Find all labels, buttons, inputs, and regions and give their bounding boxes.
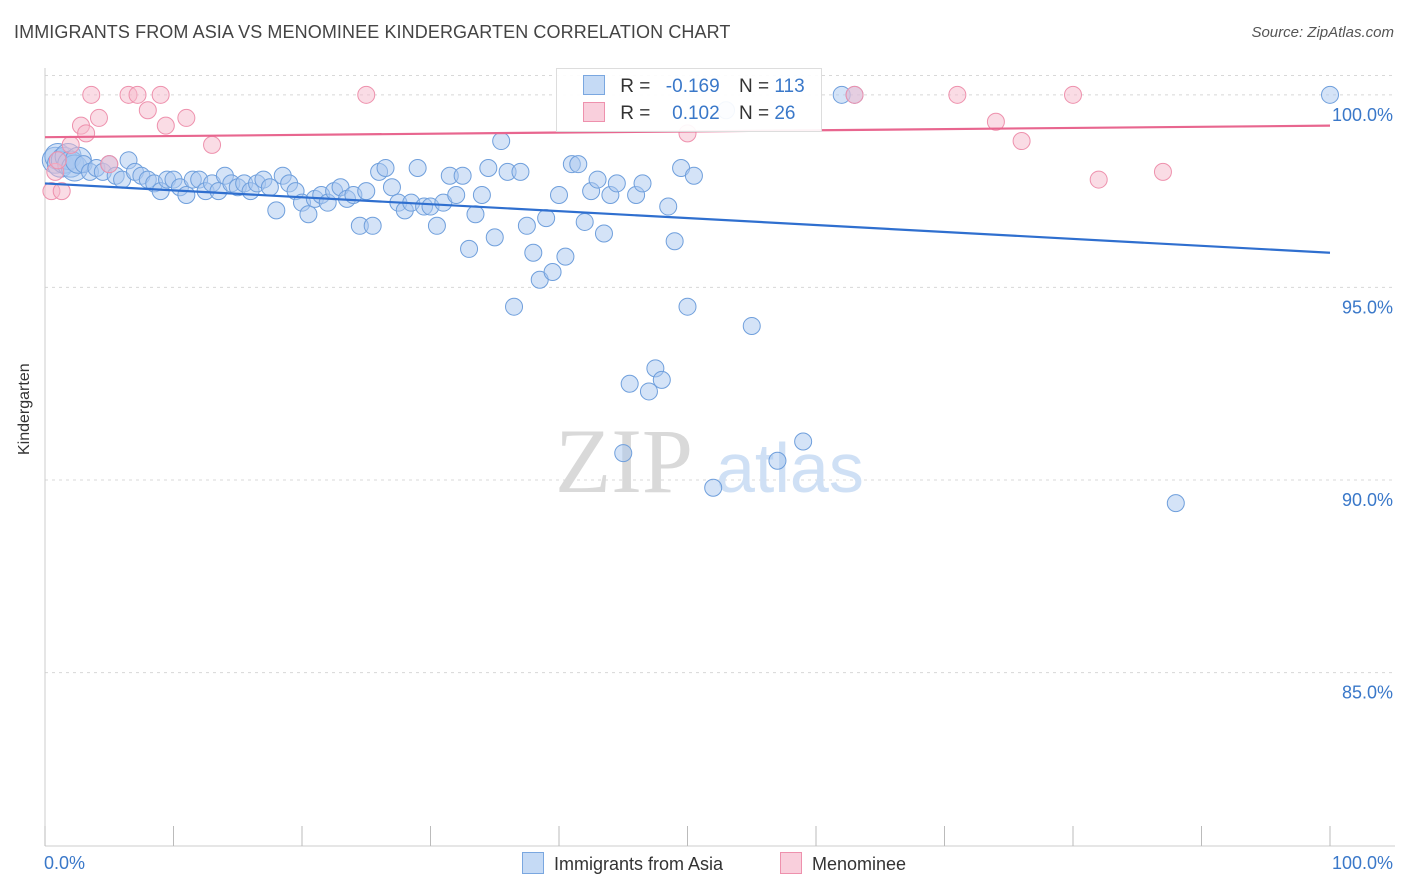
asia-point-53	[363, 216, 382, 235]
asia-point-66	[447, 185, 466, 204]
grid-lines	[45, 75, 1395, 674]
asia-point-89	[594, 224, 613, 243]
legend-swatch-asia	[583, 75, 605, 95]
y-axis-label: Kindergarten	[16, 363, 33, 455]
legend-r-value-asia: -0.169	[665, 76, 720, 97]
data-points	[41, 85, 1339, 513]
asia-point-83	[556, 247, 575, 266]
asia-point-112	[1321, 85, 1339, 104]
asia-point-86	[575, 212, 594, 231]
menominee-point-8	[89, 108, 108, 127]
asia-point-92	[614, 444, 633, 463]
y-tick-label-3: 85.0%	[1342, 683, 1393, 703]
bottom-legend-menominee: Menominee	[780, 852, 906, 875]
asia-point-75	[505, 297, 524, 316]
asia-point-56	[382, 178, 401, 197]
asia-point-67	[453, 166, 472, 185]
asia-point-91	[607, 174, 626, 193]
asia-point-52	[357, 182, 376, 201]
asia-point-104	[704, 478, 723, 497]
asia-point-108	[794, 432, 813, 451]
asia-point-60	[408, 159, 427, 178]
chart-title: IMMIGRANTS FROM ASIA VS MENOMINEE KINDER…	[14, 22, 731, 42]
asia-point-85	[569, 155, 588, 174]
menominee-point-24	[1089, 170, 1108, 189]
menominee-point-6	[77, 124, 96, 143]
menominee-point-13	[151, 85, 170, 104]
legend-n-value-asia: 113	[774, 76, 805, 97]
asia-point-106	[742, 316, 761, 335]
asia-point-80	[537, 209, 556, 228]
y-tick-label-0: 100.0%	[1332, 105, 1393, 125]
menominee-point-7	[82, 85, 101, 104]
asia-point-100	[665, 232, 684, 251]
bottom-legend-swatch-asia	[522, 852, 544, 874]
menominee-point-16	[203, 135, 222, 154]
menominee-point-12	[138, 101, 157, 120]
legend-row-asia: R = -0.169 N = 113	[583, 75, 805, 97]
y-tick-label-2: 90.0%	[1342, 490, 1393, 510]
asia-point-72	[485, 228, 504, 247]
menominee-point-21	[986, 112, 1005, 131]
bottom-legend-asia: Immigrants from Asia	[522, 852, 723, 875]
asia-point-73	[492, 132, 511, 151]
bottom-legend-swatch-menominee	[780, 852, 802, 874]
menominee-point-2	[48, 151, 67, 170]
menominee-point-3	[52, 182, 71, 201]
asia-point-107	[768, 451, 787, 470]
axes	[44, 68, 1395, 847]
asia-point-63	[427, 216, 446, 235]
stats-legend: R = -0.169 N = 113 R = 0.102 N = 26	[556, 68, 822, 132]
legend-r-value-menominee: 0.102	[672, 103, 720, 124]
asia-point-69	[466, 205, 485, 224]
asia-point-68	[460, 239, 479, 258]
asia-point-71	[479, 159, 498, 178]
asia-point-111	[1166, 494, 1185, 513]
menominee-point-22	[1012, 132, 1031, 151]
menominee-point-19	[845, 85, 864, 104]
asia-point-70	[472, 185, 491, 204]
asia-point-93	[620, 374, 639, 393]
asia-point-81	[543, 263, 562, 282]
asia-point-103	[684, 166, 703, 185]
legend-row-menominee: R = 0.102 N = 26	[583, 102, 795, 124]
asia-point-102	[678, 297, 697, 316]
y-tick-label-1: 95.0%	[1342, 297, 1393, 317]
asia-point-99	[659, 197, 678, 216]
asia-point-43	[299, 205, 318, 224]
menominee-point-23	[1064, 85, 1082, 104]
asia-point-76	[511, 162, 530, 181]
asia-point-88	[588, 170, 607, 189]
asia-point-55	[376, 159, 395, 178]
menominee-point-11	[128, 85, 147, 104]
asia-point-98	[652, 370, 671, 389]
source-credit: Source: ZipAtlas.com	[1251, 24, 1394, 41]
watermark-atlas: atlas	[716, 429, 864, 507]
asia-point-78	[524, 243, 543, 262]
menominee-point-20	[948, 85, 967, 104]
menominee-point-14	[156, 116, 175, 135]
tick-labels: 100.0% 95.0% 90.0% 85.0% 0.0% 100.0%	[44, 105, 1393, 873]
x-tick-label-1: 100.0%	[1332, 853, 1393, 873]
legend-n-value-menominee: 26	[774, 103, 796, 124]
asia-point-24	[177, 185, 196, 204]
menominee-point-15	[177, 108, 196, 127]
legend-swatch-menominee	[583, 102, 605, 122]
menominee-point-4	[61, 135, 80, 154]
asia-point-96	[639, 382, 658, 401]
menominee-point-9	[100, 155, 119, 174]
x-tick-label-0: 0.0%	[44, 853, 85, 873]
asia-point-38	[267, 201, 286, 220]
menominee-point-25	[1153, 162, 1172, 181]
menominee-point-17	[357, 85, 376, 104]
asia-point-77	[517, 216, 536, 235]
asia-point-82	[550, 185, 568, 204]
asia-point-95	[633, 174, 652, 193]
trend-line-asia	[44, 182, 1331, 254]
